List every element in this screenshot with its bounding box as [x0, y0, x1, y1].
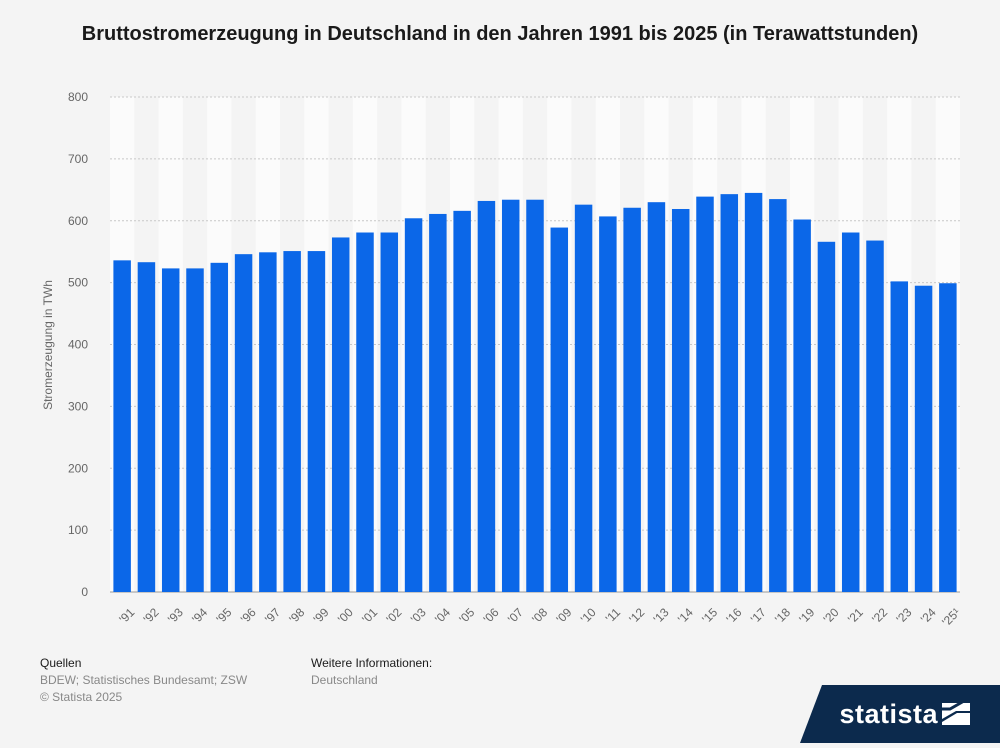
bar[interactable]	[696, 196, 714, 592]
x-tick-label: '18	[772, 605, 793, 626]
sources-text: BDEW; Statistisches Bundesamt; ZSW	[40, 673, 248, 687]
more-info-link[interactable]: Deutschland	[311, 673, 378, 687]
x-tick-label: '12	[626, 605, 647, 626]
x-tick-label: '99	[311, 605, 332, 626]
logo-text: statista	[839, 699, 938, 729]
copyright-text: © Statista 2025	[40, 690, 123, 704]
statista-mark-icon	[942, 699, 970, 725]
x-tick-label: '08	[529, 605, 550, 626]
x-tick-label: '24	[918, 605, 939, 626]
x-tick-label: '05	[456, 605, 477, 626]
x-tick-label: '02	[384, 605, 405, 626]
bar[interactable]	[744, 192, 763, 592]
bar[interactable]	[793, 219, 811, 592]
x-tick-label: '10	[578, 605, 599, 626]
x-tick-label: '04	[432, 605, 453, 626]
x-tick-label: '21	[845, 605, 866, 626]
y-axis-ticks: 0 100 200 300 400 500 600 700 800	[68, 90, 88, 599]
bar[interactable]	[574, 204, 593, 592]
bar[interactable]	[380, 232, 399, 592]
x-tick-label: '07	[505, 605, 526, 626]
sources-heading: Quellen	[40, 656, 82, 670]
x-tick-label: '17	[748, 605, 769, 626]
x-tick-label: '16	[724, 605, 745, 626]
bar[interactable]	[113, 260, 131, 592]
bar[interactable]	[477, 200, 496, 592]
bar[interactable]	[283, 251, 301, 592]
bar[interactable]	[210, 262, 229, 592]
y-tick-label: 800	[68, 90, 88, 104]
y-tick-label: 400	[68, 338, 88, 352]
x-tick-label: '92	[141, 605, 162, 626]
y-tick-label: 500	[68, 276, 88, 290]
x-tick-label: '22	[869, 605, 890, 626]
y-tick-label: 600	[68, 214, 88, 228]
bar[interactable]	[501, 199, 520, 592]
sources-block: Quellen BDEW; Statistisches Bundesamt; Z…	[40, 655, 247, 706]
y-tick-label: 0	[81, 585, 88, 599]
bar[interactable]	[186, 268, 204, 592]
bar[interactable]	[259, 252, 277, 592]
y-tick-label: 300	[68, 399, 88, 413]
x-tick-label: '09	[554, 605, 575, 626]
bar[interactable]	[647, 202, 666, 592]
x-tick-label: '98	[286, 605, 307, 626]
bar[interactable]	[453, 210, 471, 592]
y-tick-label: 700	[68, 152, 88, 166]
bar[interactable]	[404, 218, 423, 592]
bar[interactable]	[161, 268, 180, 592]
x-tick-label: '13	[651, 605, 672, 626]
x-tick-label: '96	[238, 605, 259, 626]
bar[interactable]	[623, 207, 641, 592]
bar[interactable]	[939, 283, 957, 592]
statista-logo[interactable]: statista	[800, 685, 1000, 743]
bar[interactable]	[817, 241, 836, 592]
x-tick-label: '93	[165, 605, 186, 626]
x-tick-label: '00	[335, 605, 356, 626]
x-tick-label: '91	[116, 605, 137, 626]
x-tick-label: '15	[699, 605, 720, 626]
y-tick-label: 100	[68, 523, 88, 537]
bar[interactable]	[234, 254, 253, 592]
logo-background	[800, 685, 1000, 743]
bar[interactable]	[671, 208, 690, 592]
bar[interactable]	[890, 281, 909, 592]
x-tick-label: '25¹	[939, 605, 963, 629]
x-tick-label: '01	[359, 605, 380, 626]
bar[interactable]	[526, 199, 544, 592]
x-tick-label: '94	[189, 605, 210, 626]
chart-title: Bruttostromerzeugung in Deutschland in d…	[81, 23, 919, 45]
y-tick-label: 200	[68, 461, 88, 475]
bar[interactable]	[866, 240, 884, 593]
bar[interactable]	[841, 232, 860, 592]
y-axis-title: Stromerzeugung in TWh	[41, 280, 55, 410]
bar[interactable]	[137, 262, 156, 592]
more-info-heading: Weitere Informationen:	[311, 656, 433, 670]
bar[interactable]	[769, 199, 787, 592]
more-info-block: Weitere Informationen: Deutschland	[311, 655, 432, 689]
x-tick-label: '20	[821, 605, 842, 626]
x-tick-label: '95	[214, 605, 235, 626]
bar[interactable]	[720, 194, 739, 593]
x-tick-label: '06	[481, 605, 502, 626]
bar[interactable]	[599, 216, 617, 592]
x-axis-ticks: '91'92'93'94'95'96'97'98'99'00'01'02'03 '…	[116, 605, 963, 629]
bar[interactable]	[356, 232, 374, 592]
x-tick-label: '97	[262, 605, 283, 626]
x-tick-label: '19	[796, 605, 817, 626]
bar[interactable]	[914, 285, 933, 592]
x-tick-label: '23	[894, 605, 915, 626]
bar[interactable]	[307, 251, 326, 592]
x-tick-label: '14	[675, 605, 696, 626]
bar[interactable]	[550, 227, 569, 592]
x-tick-label: '11	[603, 605, 624, 626]
bars	[113, 192, 957, 593]
bar[interactable]	[331, 237, 350, 593]
bar[interactable]	[429, 213, 447, 592]
x-tick-label: '03	[408, 605, 429, 626]
